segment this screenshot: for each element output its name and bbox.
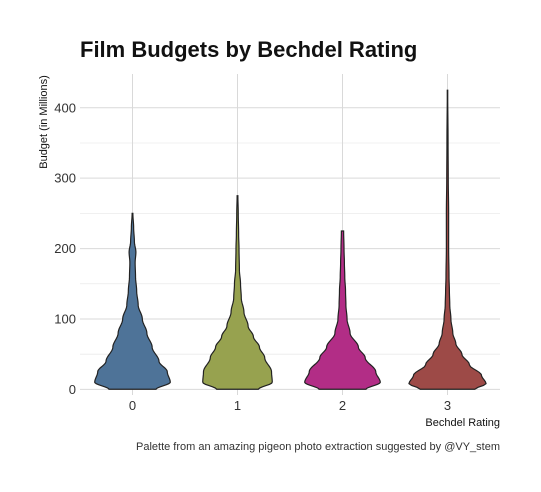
chart-title: Film Budgets by Bechdel Rating: [80, 37, 417, 62]
x-axis-title: Bechdel Rating: [425, 417, 500, 429]
x-axis: 0 1 2 3: [129, 398, 451, 413]
x-tick-label: 1: [234, 398, 241, 413]
violin-rating-1: [202, 195, 273, 390]
violins: [94, 89, 487, 390]
caption: Palette from an amazing pigeon photo ext…: [136, 441, 500, 453]
y-tick-label: 0: [69, 382, 76, 397]
y-tick-label: 100: [54, 311, 76, 326]
y-axis-title: Budget (in Millions): [38, 75, 50, 169]
violin-rating-2: [304, 230, 381, 390]
y-tick-label: 200: [54, 241, 76, 256]
x-tick-label: 0: [129, 398, 136, 413]
violin-rating-3: [408, 89, 487, 390]
violin-rating-0: [94, 212, 171, 390]
y-tick-label: 300: [54, 171, 76, 186]
y-axis: 0 100 200 300 400: [54, 100, 76, 397]
x-tick-label: 2: [339, 398, 346, 413]
x-tick-label: 3: [444, 398, 451, 413]
y-tick-label: 400: [54, 100, 76, 115]
